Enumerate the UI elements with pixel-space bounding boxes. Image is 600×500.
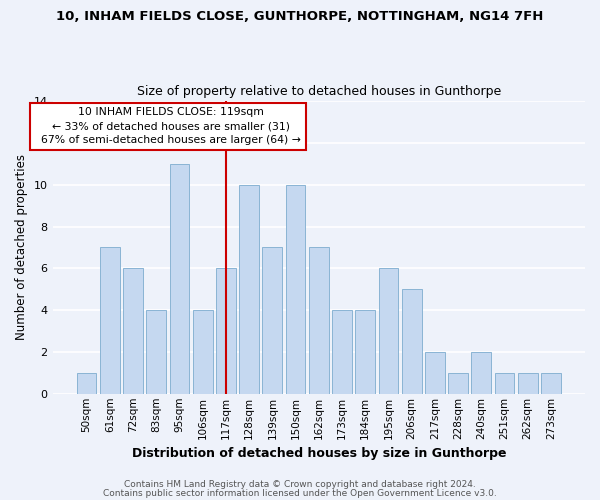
Bar xyxy=(448,373,468,394)
Bar xyxy=(494,373,514,394)
Bar xyxy=(193,310,212,394)
Bar xyxy=(286,184,305,394)
Bar xyxy=(332,310,352,394)
Y-axis label: Number of detached properties: Number of detached properties xyxy=(15,154,28,340)
Title: Size of property relative to detached houses in Gunthorpe: Size of property relative to detached ho… xyxy=(137,86,501,98)
Bar xyxy=(123,268,143,394)
Bar xyxy=(402,289,422,394)
Bar xyxy=(355,310,375,394)
Text: 10, INHAM FIELDS CLOSE, GUNTHORPE, NOTTINGHAM, NG14 7FH: 10, INHAM FIELDS CLOSE, GUNTHORPE, NOTTI… xyxy=(56,10,544,23)
Bar xyxy=(216,268,236,394)
Bar xyxy=(518,373,538,394)
Text: Contains public sector information licensed under the Open Government Licence v3: Contains public sector information licen… xyxy=(103,489,497,498)
Bar xyxy=(425,352,445,394)
Bar xyxy=(309,248,329,394)
Bar xyxy=(472,352,491,394)
Text: 10 INHAM FIELDS CLOSE: 119sqm
  ← 33% of detached houses are smaller (31)
  67% : 10 INHAM FIELDS CLOSE: 119sqm ← 33% of d… xyxy=(34,108,301,146)
Bar xyxy=(262,248,282,394)
Bar xyxy=(100,248,119,394)
Bar xyxy=(541,373,561,394)
Bar xyxy=(146,310,166,394)
Bar xyxy=(77,373,97,394)
Bar xyxy=(379,268,398,394)
Bar xyxy=(170,164,190,394)
Bar xyxy=(239,184,259,394)
Text: Contains HM Land Registry data © Crown copyright and database right 2024.: Contains HM Land Registry data © Crown c… xyxy=(124,480,476,489)
X-axis label: Distribution of detached houses by size in Gunthorpe: Distribution of detached houses by size … xyxy=(131,447,506,460)
